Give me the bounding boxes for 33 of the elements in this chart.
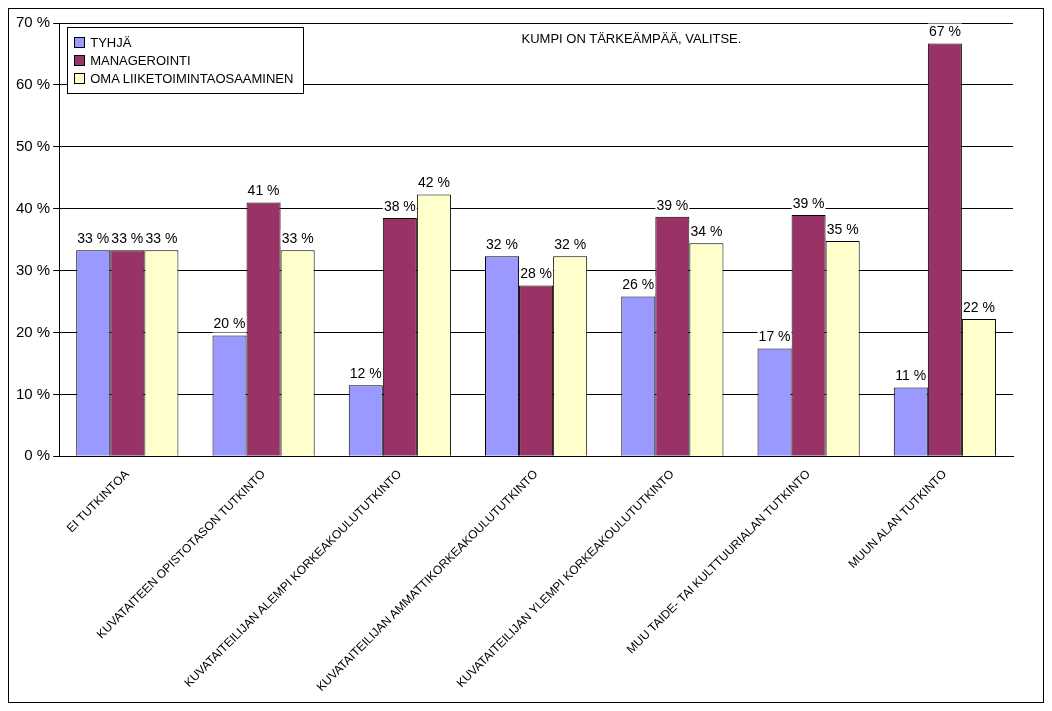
data-label: 42 % bbox=[417, 174, 450, 191]
data-label: 28 % bbox=[520, 265, 553, 282]
data-label: 67 % bbox=[928, 23, 961, 40]
data-label: 33 % bbox=[145, 230, 178, 247]
data-label: 12 % bbox=[349, 364, 382, 381]
y-tick-label: 30 % bbox=[15, 260, 51, 278]
data-label: 34 % bbox=[690, 223, 723, 240]
data-label: 33 % bbox=[77, 230, 110, 247]
y-tick-label: 60 % bbox=[15, 75, 51, 93]
y-tick-label: 40 % bbox=[15, 198, 51, 216]
data-label: 33 % bbox=[111, 230, 144, 247]
data-label: 38 % bbox=[383, 197, 416, 214]
y-tick-label: 20 % bbox=[15, 322, 51, 340]
y-tick-label: 10 % bbox=[15, 384, 51, 402]
data-label: 32 % bbox=[486, 236, 518, 253]
data-label: 20 % bbox=[213, 315, 246, 332]
legend-label: OMA LIIKETOIMINTAOSAAMINEN bbox=[90, 71, 294, 86]
legend-label: TYHJÄ bbox=[90, 35, 132, 50]
y-tick-label: 70 % bbox=[15, 13, 51, 31]
data-label: 39 % bbox=[656, 196, 689, 213]
data-label: 26 % bbox=[622, 276, 655, 293]
data-label: 17 % bbox=[758, 328, 791, 345]
data-label: 22 % bbox=[962, 298, 995, 315]
data-label: 33 % bbox=[281, 230, 314, 247]
y-tick-label: 50 % bbox=[15, 136, 51, 154]
data-label: 41 % bbox=[247, 182, 280, 199]
data-label: 11 % bbox=[895, 367, 927, 384]
text: KUMPI ON TÄRKEÄMPÄÄ, VALITSE. bbox=[521, 31, 742, 47]
y-tick-label: 0 % bbox=[24, 446, 51, 464]
data-label: 35 % bbox=[826, 220, 859, 237]
legend-label: MANAGEROINTI bbox=[90, 53, 191, 68]
data-label: 39 % bbox=[792, 194, 825, 211]
data-label: 32 % bbox=[554, 236, 587, 253]
